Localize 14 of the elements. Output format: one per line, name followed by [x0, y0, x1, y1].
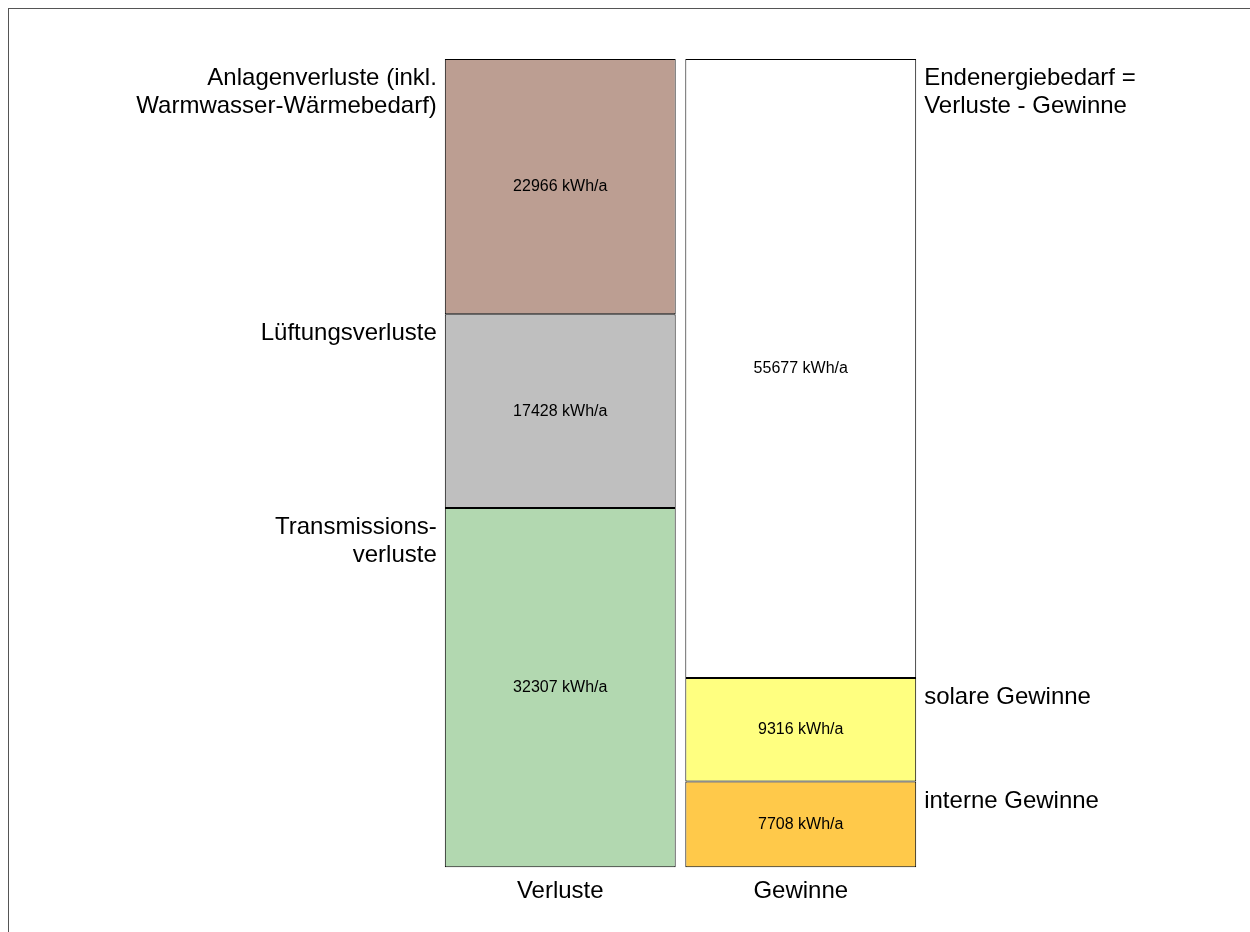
series-label: Transmissions- verluste: [275, 512, 437, 568]
series-label: solare Gewinne: [924, 681, 1091, 709]
data-label: 22966 kWh/a: [513, 177, 608, 195]
series-label: Anlagenverluste (inkl. Warmwasser-Wärmebedarf): [136, 63, 437, 118]
data-label: 9316 kWh/a: [758, 720, 844, 738]
x-tick-label: Gewinne: [753, 876, 849, 904]
series-label: Endenergiebedarf = Verluste - Gewinne: [924, 63, 1136, 118]
data-label: 17428 kWh/a: [513, 401, 608, 419]
series-label: interne Gewinne: [924, 785, 1099, 813]
x-tick-label: Verluste: [516, 876, 604, 904]
data-label: 7708 kWh/a: [758, 814, 844, 832]
series-label: Lüftungsverluste: [260, 318, 437, 346]
data-label: 32307 kWh/a: [513, 678, 608, 696]
data-label: 55677 kWh/a: [753, 358, 848, 376]
